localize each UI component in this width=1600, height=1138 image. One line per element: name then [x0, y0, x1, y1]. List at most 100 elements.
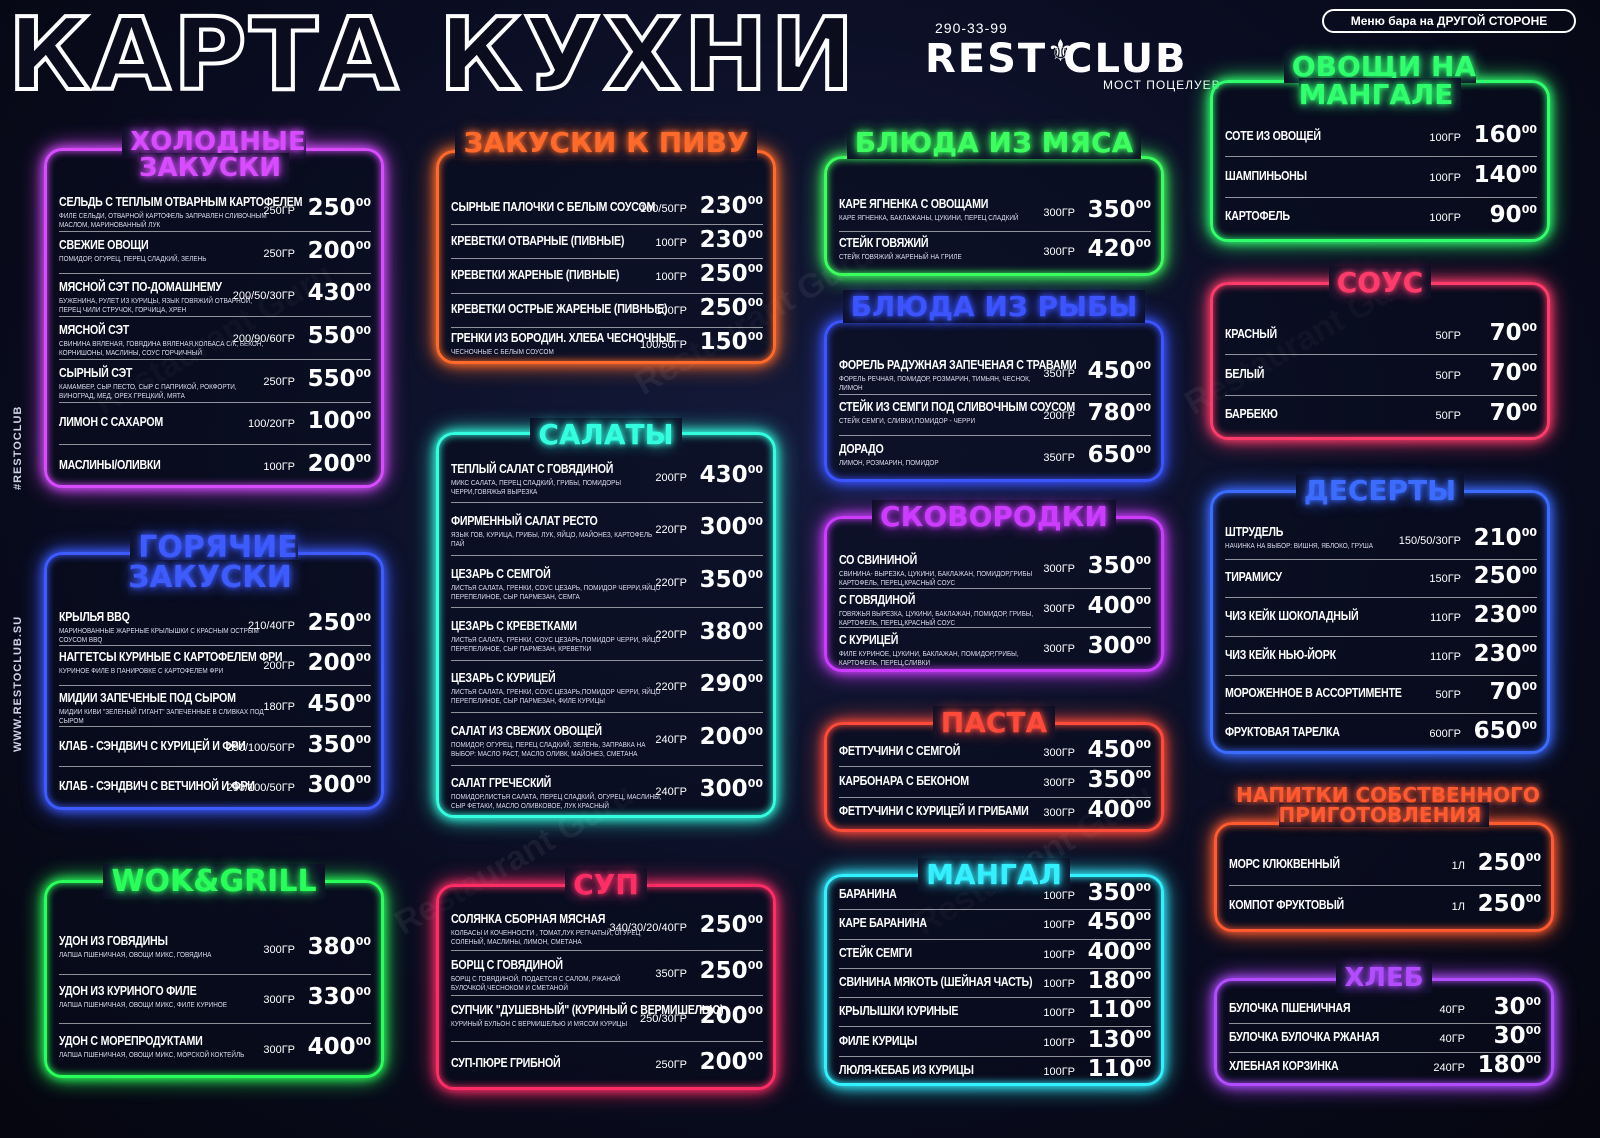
item-weight: 1Л — [1451, 901, 1465, 913]
menu-item: ЦЕЗАРЬ С КУРИЦЕЙ ЛИСТЬЯ САЛАТА, ГРЕНКИ, С… — [451, 661, 763, 714]
item-description: МИДИИ КИВИ "ЗЕЛЕНЫЙ ГИГАНТ" ЗАПЕЧЕННЫЕ В… — [59, 706, 264, 725]
item-weight: 100/20ГР — [248, 418, 295, 431]
item-description: ПОМИДОР,ЛИСТЬЯ САЛАТА, ПЕРЕЦ СЛАДКИЙ, ОГ… — [451, 792, 662, 811]
section-title: ОВОЩИ НА МАНГАЛЕ — [1213, 50, 1547, 111]
brand-tagline: МОСТ ПОЦЕЛУЕВ — [1103, 78, 1221, 92]
item-weight: 240ГР — [1433, 1062, 1465, 1074]
item-price: 25000 — [1477, 850, 1541, 876]
menu-item: ТИРАМИСУ 150ГР 25000 — [1225, 560, 1537, 599]
page-title: КАРТА КУХНИ — [6, 0, 858, 113]
item-description: КОЛБАСЫ И КОЧЕННОСТИ , ТОМАТ,ЛУК РЕПЧАТЫ… — [451, 928, 641, 947]
item-price: 65000 — [1473, 718, 1537, 745]
menu-item: ФРУКТОВАЯ ТАРЕЛКА 600ГР 65000 — [1225, 714, 1537, 752]
section-title: НАПИТКИ СОБСТВЕННОГО ПРИГОТОВЛЕНИЯ — [1217, 783, 1551, 827]
item-weight: 300ГР — [1043, 642, 1075, 655]
menu-item: ФЕТТУЧИНИ С СЕМГОЙ 300ГР 45000 — [839, 736, 1151, 768]
item-name: БУЛОЧКА БУЛОЧКА РЖАНАЯ — [1229, 1029, 1380, 1044]
item-description: ЛАПША ПШЕНИЧНАЯ, ОВОЩИ МИКС, МОРСКОЙ КОК… — [59, 1049, 245, 1059]
item-weight: 240ГР — [655, 786, 687, 799]
item-weight: 300ГР — [1043, 602, 1075, 615]
item-weight: 200ГР — [1043, 409, 1075, 422]
item-name: УДОН ИЗ КУРИНОГО ФИЛЕ — [59, 982, 197, 998]
item-price: 40000 — [307, 1033, 371, 1060]
item-name: ФЕТТУЧИНИ С СЕМГОЙ — [839, 742, 961, 758]
item-weight: 300ГР — [1043, 746, 1075, 759]
item-weight: 350ГР — [1043, 368, 1075, 381]
item-description: ЛИСТЬЯ САЛАТА, ГРЕНКИ, СОУС ЦЕЗАРЬ, ПОМИ… — [451, 582, 661, 601]
item-weight: 200ГР — [263, 660, 295, 673]
item-weight: 220ГР — [655, 628, 687, 641]
menu-item: СОЛЯНКА СБОРНАЯ МЯСНАЯ КОЛБАСЫ И КОЧЕННОС… — [451, 905, 763, 951]
item-description: МАРИНОВАННЫЕ ЖАРЕНЫЕ КРЫЛЫШКИ С КРАСНЫМ … — [59, 625, 259, 644]
section-title: САЛАТЫ — [439, 418, 773, 451]
menu-item: КРЕВЕТКИ ОСТРЫЕ ЖАРЕНЫЕ (ПИВНЫЕ) 100ГР 250… — [451, 294, 763, 328]
item-price: 25000 — [699, 912, 763, 939]
item-weight: 100ГР — [655, 270, 687, 283]
item-price: 35000 — [307, 731, 371, 758]
item-name: ФОРЕЛЬ РАДУЖНАЯ ЗАПЕЧЕНАЯ С ТРАВАМИ — [839, 357, 1077, 373]
menu-item: СУП-ПЮРЕ ГРИБНОЙ 250ГР 20000 — [451, 1042, 763, 1087]
item-price: 20000 — [699, 1048, 763, 1075]
item-name: ДОРАДО — [839, 440, 884, 456]
menu-item: ГРЕНКИ ИЗ БОРОДИН. ХЛЕБА ЧЕСНОЧНЫЕ ЧЕСНОЧ… — [451, 328, 763, 361]
item-name: МЯСНОЙ СЭТ — [59, 321, 130, 337]
item-name: УДОН С МОРЕПРОДУКТАМИ — [59, 1032, 203, 1048]
menu-item: ФОРЕЛЬ РАДУЖНАЯ ЗАПЕЧЕНАЯ С ТРАВАМИ ФОРЕЛ… — [839, 353, 1151, 395]
menu-item: СОТЕ ИЗ ОВОЩЕЙ 100ГР 16000 — [1225, 117, 1537, 158]
item-description: ЛИМОН, РОЗМАРИН, ПОМИДОР — [839, 457, 939, 467]
item-name: МИДИИ ЗАПЕЧЕНЫЕ ПОД СЫРОМ — [59, 689, 236, 705]
brand-phone: 290-33-99 — [935, 20, 1008, 36]
menu-item: БОРЩ С ГОВЯДИНОЙ БОРЩ С ГОВЯДИНОЙ, ПОДАЕТ… — [451, 951, 763, 996]
item-weight: 220ГР — [655, 524, 687, 537]
item-name: КАРТОФЕЛЬ — [1225, 208, 1290, 224]
item-price: 45000 — [1087, 909, 1151, 936]
item-description: ПОМИДОР, ОГУРЕЦ, ПЕРЕЦ СЛАДКИЙ, ЗЕЛЕНЬ — [59, 253, 207, 263]
item-description: ЧЕСНОЧНЫЕ С БЕЛЫМ СОУСОМ — [451, 346, 554, 356]
section-desserts: ДЕСЕРТЫ ШТРУДЕЛЬ НАЧИНКА НА ВЫБОР: ВИШНЯ, … — [1210, 474, 1550, 754]
item-name: КРЫЛЫШКИ КУРИНЫЕ — [839, 1003, 959, 1019]
item-name: СУПЧИК "ДУШЕВНЫЙ" (КУРИНЫЙ С ВЕРМИШЕЛЬЮ) — [451, 1002, 724, 1018]
section-title: ГОРЯЧИЕ ЗАКУСКИ — [47, 530, 381, 595]
item-weight: 240ГР — [655, 733, 687, 746]
item-name: ФЕТТУЧИНИ С КУРИЦЕЙ И ГРИБАМИ — [839, 803, 1029, 819]
item-price: 20000 — [699, 1003, 763, 1030]
item-description: МИКС САЛАТА, ПЕРЕЦ СЛАДКИЙ, ГРИБЫ, ПОМИД… — [451, 477, 622, 496]
item-price: 35000 — [1087, 197, 1151, 223]
menu-item: КРЕВЕТКИ ЖАРЕНЫЕ (ПИВНЫЕ) 100ГР 25000 — [451, 259, 763, 294]
item-weight: 100/50ГР — [640, 339, 687, 352]
item-weight: 600ГР — [1429, 728, 1461, 741]
menu-item: УДОН ИЗ КУРИНОГО ФИЛЕ ЛАПША ПШЕНИЧНАЯ, ОВ… — [59, 975, 371, 1025]
item-price: 11000 — [1087, 997, 1151, 1024]
item-description: СВИНИНА ВЯЛЕНАЯ, ГОВЯДИНА ВЯЛЕНАЯ,КОЛБАС… — [59, 338, 264, 357]
item-price: 35000 — [699, 566, 763, 593]
item-name: ЦЕЗАРЬ С КРЕВЕТКАМИ — [451, 617, 577, 633]
item-price: 18000 — [1477, 1052, 1541, 1078]
menu-item: УДОН С МОРЕПРОДУКТАМИ ЛАПША ПШЕНИЧНАЯ, ОВ… — [59, 1024, 371, 1073]
item-weight: 100ГР — [1429, 212, 1461, 225]
menu-item: СТЕЙК ИЗ СЕМГИ ПОД СЛИВОЧНЫМ СОУСОМ СТЕЙК… — [839, 395, 1151, 437]
side-website: WWW.RESTOCLUB.SU — [12, 615, 24, 752]
item-name: ФИРМЕННЫЙ САЛАТ РЕСТО — [451, 513, 598, 529]
item-weight: 100ГР — [1043, 919, 1075, 932]
item-weight: 40ГР — [1439, 1004, 1465, 1016]
menu-item: СЕЛЬДЬ С ТЕПЛЫМ ОТВАРНЫМ КАРТОФЕЛЕМ ФИЛЕ … — [59, 189, 371, 232]
item-name: СО СВИНИНОЙ — [839, 552, 918, 568]
section-title: СУП — [439, 868, 773, 901]
item-name: С ГОВЯДИНОЙ — [839, 591, 916, 607]
menu-item: МОРС КЛЮКВЕННЫЙ 1Л 25000 — [1229, 845, 1541, 886]
item-price: 20000 — [307, 237, 371, 264]
item-price: 30000 — [307, 772, 371, 799]
item-weight: 300ГР — [263, 1043, 295, 1056]
item-price: 45000 — [1087, 736, 1151, 763]
item-weight: 100ГР — [1429, 171, 1461, 184]
item-name: ЦЕЗАРЬ С КУРИЦЕЙ — [451, 670, 556, 686]
item-price: 38000 — [307, 934, 371, 961]
item-name: ШТРУДЕЛЬ — [1225, 523, 1284, 539]
item-name: МЯСНОЙ СЭТ ПО-ДОМАШНЕМУ — [59, 279, 222, 295]
item-description: БОРЩ С ГОВЯДИНОЙ, ПОДАЕТСЯ С САЛОМ, РЖАН… — [451, 973, 621, 992]
item-weight: 350ГР — [1043, 451, 1075, 464]
menu-item: САЛАТ ИЗ СВЕЖИХ ОВОЩЕЙ ПОМИДОР, ОГУРЕЦ, П… — [451, 713, 763, 766]
item-weight: 100ГР — [1043, 1036, 1075, 1049]
item-price: 7000 — [1489, 319, 1537, 346]
item-price: 14000 — [1473, 161, 1537, 188]
